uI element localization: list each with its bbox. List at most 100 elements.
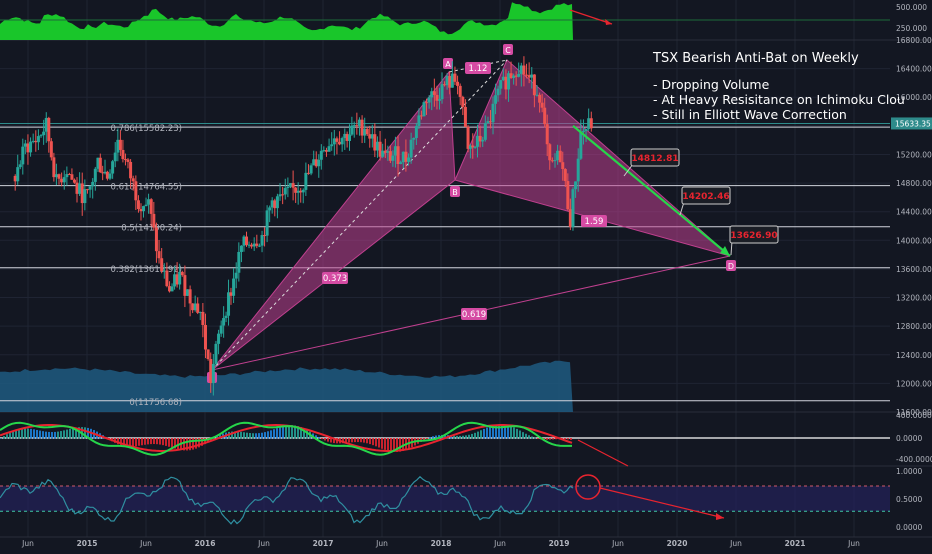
point-label-box <box>450 186 460 197</box>
candle-body <box>211 363 215 384</box>
candle-body <box>365 128 369 135</box>
time-tick-label: 2015 <box>77 539 98 548</box>
projection-arrow <box>572 124 731 257</box>
candle-body <box>378 141 382 157</box>
macd-hist-bar <box>264 432 266 439</box>
volume-area <box>0 2 573 40</box>
candle-body <box>111 161 115 174</box>
macd-trend-arrow <box>577 439 629 467</box>
macd-hist-bar <box>435 435 437 439</box>
macd-hist-bar <box>351 438 353 443</box>
macd-hist-bar <box>15 429 17 439</box>
macd-hist-bar <box>120 438 122 446</box>
macd-hist-bar <box>288 425 290 439</box>
candle-body <box>530 74 534 78</box>
candle-body <box>29 141 33 153</box>
macd-hist-bar <box>297 426 299 439</box>
candle-body <box>291 183 295 188</box>
candle-body <box>373 134 377 151</box>
macd-hist-bar <box>189 438 191 451</box>
candle-body <box>270 200 274 208</box>
macd-hist-bar <box>543 438 545 440</box>
candle-body <box>386 151 390 153</box>
macd-hist-bar <box>39 430 41 439</box>
macd-hist-bar <box>522 432 524 439</box>
candle-body <box>527 75 531 78</box>
candle-body <box>471 145 475 148</box>
macd-hist-bar <box>471 433 473 439</box>
candle-body <box>93 168 97 182</box>
macd-hist-bar <box>474 432 476 439</box>
candle-body <box>417 115 421 126</box>
price-tick-label: 16400.00 <box>896 65 932 74</box>
candle-body <box>381 150 385 157</box>
current-price-badge <box>891 117 932 130</box>
candle-body <box>430 91 434 98</box>
macd-hist-bar <box>273 429 275 439</box>
candle-body <box>178 271 182 285</box>
macd-hist-bar <box>156 438 158 445</box>
candle-body <box>327 146 331 152</box>
macd-hist-bar <box>231 431 233 439</box>
candle-body <box>571 189 575 227</box>
macd-hist-bar <box>165 438 167 446</box>
macd-hist-bar <box>306 429 308 439</box>
candle-body <box>47 117 51 142</box>
macd-tick-label: 400.0000 <box>896 411 932 420</box>
candle-body <box>131 178 135 182</box>
point-label: C <box>505 46 511 55</box>
candle-body <box>118 139 122 150</box>
candle-body <box>468 145 472 149</box>
candle-body <box>219 325 223 334</box>
candle-body <box>483 123 487 140</box>
candle-body <box>294 187 298 193</box>
macd-hist-bar <box>402 438 404 451</box>
candle-body <box>214 343 218 364</box>
macd-hist-bar <box>279 427 281 439</box>
macd-hist-bar <box>186 438 188 451</box>
candle-body <box>234 272 238 279</box>
candle-body <box>144 204 148 207</box>
candle-body <box>340 138 344 145</box>
macd-hist-bar <box>75 427 77 439</box>
candle-body <box>273 200 277 209</box>
macd-hist-bar <box>12 431 14 439</box>
candle-body <box>558 150 562 163</box>
candle-body <box>540 102 544 108</box>
candle-body <box>201 311 205 326</box>
macd-hist-bar <box>87 427 89 439</box>
price-tick-label: 12800.00 <box>896 322 932 331</box>
candle-body <box>309 165 313 174</box>
fib-level-label: 0.618(14764.55) <box>110 183 182 193</box>
macd-hist-bar <box>30 428 32 439</box>
time-tick-label: Jun <box>729 539 742 548</box>
macd-hist-bar <box>285 425 287 439</box>
macd-hist-bar <box>570 438 572 440</box>
candle-body <box>162 270 166 272</box>
candles <box>13 56 593 396</box>
macd-hist-bar <box>183 438 185 451</box>
fib-level-label: 0.382(13615.92) <box>110 265 182 275</box>
candle-body <box>91 181 95 187</box>
macd-hist-bar <box>345 438 347 443</box>
macd-hist-bar <box>534 437 536 439</box>
candle-body <box>123 159 127 161</box>
candle-body <box>443 84 447 86</box>
candle-body <box>355 125 359 127</box>
price-volume-area <box>0 360 573 412</box>
candle-body <box>78 183 82 194</box>
macd-hist-bar <box>258 433 260 439</box>
candle-body <box>296 190 300 193</box>
macd-tick-label: -400.0000 <box>896 455 932 464</box>
projection-arrows: 14812.81 14202.46 13626.90 <box>572 124 779 257</box>
macd-hist-bar <box>468 434 470 439</box>
candle-body <box>466 126 470 149</box>
macd-hist-bar <box>300 427 302 439</box>
candle-body <box>332 138 336 145</box>
candle-body <box>543 107 547 125</box>
macd-hist-bar <box>528 435 530 439</box>
price-tick-label: 14800.00 <box>896 179 932 188</box>
macd-hist-bar <box>393 438 395 452</box>
candle-body <box>404 151 408 162</box>
